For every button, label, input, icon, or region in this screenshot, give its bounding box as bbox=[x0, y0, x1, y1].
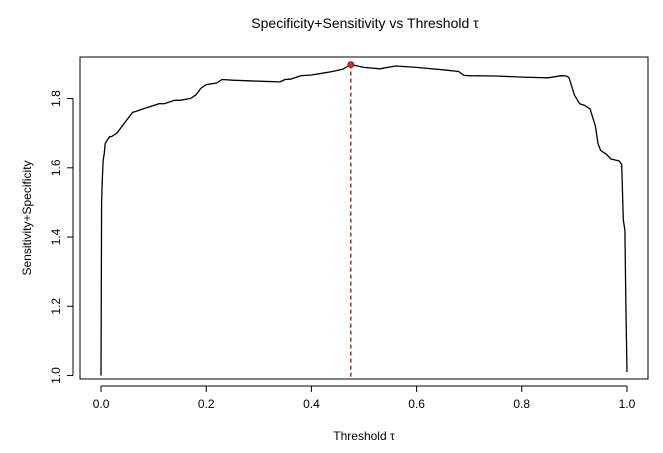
x-tick-label: 0.2 bbox=[198, 397, 215, 411]
optimal-point bbox=[347, 61, 355, 69]
x-axis-label: Threshold τ bbox=[333, 429, 395, 443]
x-tick-label: 0.4 bbox=[303, 397, 320, 411]
series-line bbox=[100, 63, 628, 376]
series-layer bbox=[100, 61, 628, 379]
x-axis: 0.0 0.2 0.4 0.6 0.8 1.0 bbox=[93, 385, 636, 411]
y-axis-label: Sensitivity+Specificity bbox=[20, 160, 34, 275]
y-tick-label: 1.0 bbox=[49, 367, 63, 384]
y-tick-label: 1.4 bbox=[49, 228, 63, 245]
y-tick-label: 1.6 bbox=[49, 159, 63, 176]
chart-title: Specificity+Sensitivity vs Threshold τ bbox=[251, 15, 479, 31]
y-tick-label: 1.8 bbox=[49, 90, 63, 107]
x-tick-label: 1.0 bbox=[619, 397, 636, 411]
x-tick-label: 0.8 bbox=[513, 397, 530, 411]
x-tick-label: 0.6 bbox=[408, 397, 425, 411]
plot-frame bbox=[79, 56, 649, 380]
x-tick-label: 0.0 bbox=[93, 397, 110, 411]
y-tick-label: 1.2 bbox=[49, 298, 63, 315]
y-axis: 1.0 1.2 1.4 1.6 1.8 bbox=[49, 90, 74, 384]
